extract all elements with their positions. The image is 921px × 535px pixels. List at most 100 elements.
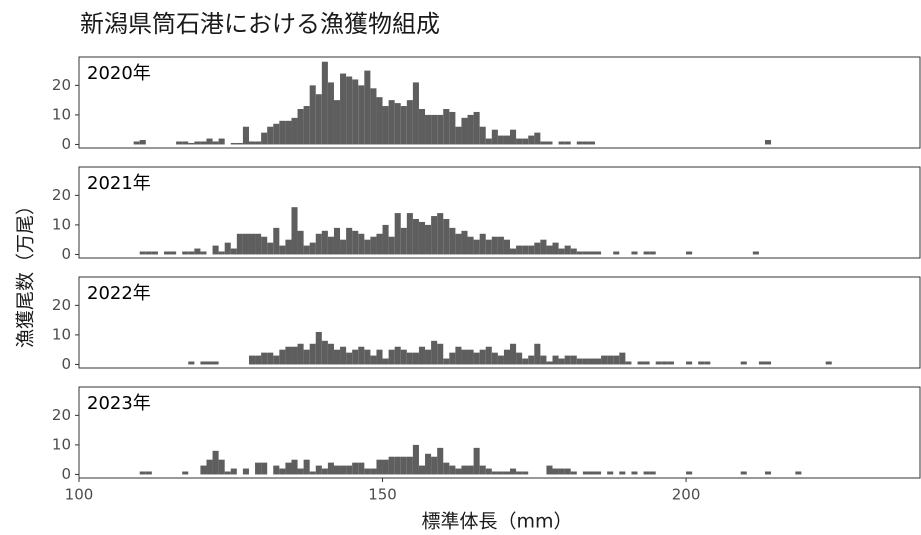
bar [740, 361, 747, 365]
bar [333, 227, 341, 255]
bar [370, 468, 377, 475]
bar [248, 233, 256, 255]
bar [248, 141, 256, 145]
bar [261, 462, 268, 475]
bar [704, 361, 711, 365]
bar [570, 471, 577, 475]
bar [479, 233, 486, 255]
bar [540, 355, 547, 365]
bar [534, 242, 541, 255]
bar [510, 468, 517, 475]
bar [570, 355, 577, 365]
bar [406, 352, 413, 365]
bar [473, 352, 480, 365]
bar [576, 141, 583, 145]
bar [297, 468, 304, 475]
bar [346, 76, 353, 145]
bar [461, 349, 468, 365]
bar [388, 456, 395, 475]
bar [182, 251, 189, 255]
bar [230, 142, 237, 145]
bar [473, 447, 480, 475]
bar [643, 251, 650, 255]
bar [273, 227, 280, 255]
bar [394, 103, 401, 145]
bar [315, 94, 322, 145]
bar [309, 85, 316, 145]
bar [139, 471, 146, 475]
panel-label: 2022年 [87, 283, 151, 304]
bar [485, 138, 492, 145]
bar [400, 106, 407, 145]
bar [425, 453, 432, 475]
bar [255, 141, 262, 145]
bar [564, 468, 571, 475]
bar [194, 141, 201, 145]
bar [248, 355, 256, 365]
bar [382, 224, 389, 255]
bar [273, 465, 280, 475]
bar [303, 245, 310, 255]
bar [503, 135, 511, 145]
bar [230, 248, 237, 255]
bar [145, 251, 152, 255]
bar [273, 123, 280, 145]
bar [613, 355, 620, 365]
bar [176, 141, 183, 145]
bar [582, 141, 589, 145]
y-tick-label: 0 [61, 465, 71, 483]
bar [370, 236, 377, 255]
bar [303, 106, 310, 145]
bar [510, 248, 517, 255]
bar [528, 135, 535, 145]
bar [595, 251, 602, 255]
bar [321, 468, 328, 475]
bar [473, 111, 480, 145]
bar [643, 361, 650, 365]
bar [218, 138, 225, 145]
bar [303, 459, 310, 475]
bar [637, 361, 644, 365]
bar [406, 100, 413, 145]
y-tick-label: 10 [52, 215, 71, 233]
bar [327, 462, 334, 475]
bar [261, 132, 268, 145]
bar [497, 471, 504, 475]
bar [291, 117, 298, 145]
bar [206, 361, 213, 365]
y-tick-label: 0 [61, 355, 71, 373]
bar [431, 216, 438, 255]
bar [649, 251, 656, 255]
bar [218, 459, 225, 475]
bar [285, 346, 292, 365]
bar [570, 248, 577, 255]
bar [346, 352, 353, 365]
bar [236, 233, 243, 255]
y-tick-label: 20 [52, 296, 71, 314]
bar [516, 245, 523, 255]
bar [212, 141, 219, 145]
bar [461, 230, 468, 255]
bar [400, 227, 407, 255]
bar [510, 129, 517, 145]
bar [607, 355, 614, 365]
bar [315, 331, 322, 365]
bar [431, 340, 438, 365]
bar [588, 251, 596, 255]
y-axis-title: 漁獲尾数（万尾） [15, 196, 37, 348]
bar [437, 213, 444, 255]
bar [200, 465, 207, 475]
bar [425, 114, 432, 145]
bar [394, 456, 401, 475]
bar [242, 468, 249, 475]
bar [315, 465, 322, 475]
bar [364, 468, 371, 475]
bar [388, 100, 395, 145]
bar [418, 346, 426, 365]
bar [224, 242, 231, 255]
bar [552, 242, 559, 255]
bar [431, 456, 438, 475]
bar [309, 343, 316, 365]
bar [279, 245, 286, 255]
